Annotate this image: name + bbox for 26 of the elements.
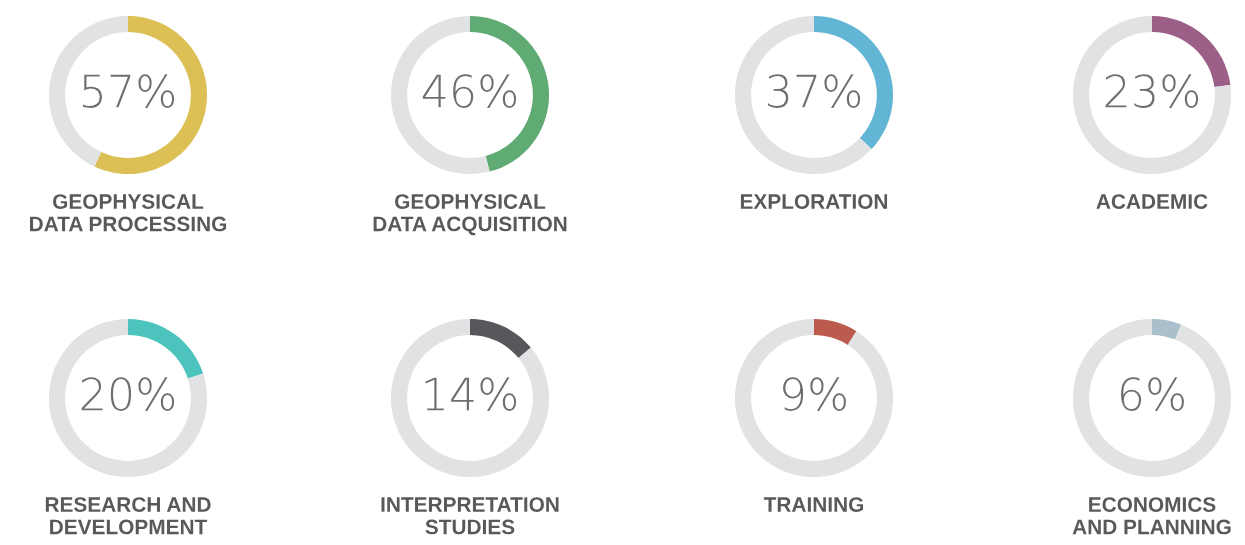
text: ACADEMIC	[1096, 194, 1208, 209]
text: TRAINING	[763, 497, 864, 512]
data-label: 46%	[422, 74, 517, 108]
data-label: 57%	[82, 74, 175, 108]
donut-slice	[734, 318, 894, 478]
text: GEOPHYSICAL DATA PROCESSING	[30, 194, 227, 232]
donut-slice	[1152, 318, 1182, 340]
donut-slice	[470, 318, 531, 358]
text: EXPLORATION	[740, 194, 888, 209]
data-label: 37%	[768, 74, 861, 108]
donut-slice	[1072, 15, 1232, 175]
data-label: 6%	[1121, 377, 1184, 411]
donut-slice	[128, 318, 204, 379]
donut-slice	[1072, 318, 1232, 478]
data-label: 14%	[425, 377, 517, 411]
donut-slice	[734, 15, 872, 175]
text: GEOPHYSICAL DATA ACQUISITION	[373, 194, 567, 236]
data-label: 9%	[783, 377, 846, 411]
text: INTERPRETATION STUDIES	[381, 497, 559, 535]
data-label: 20%	[81, 377, 175, 411]
text: ECONOMICS AND PLANNING	[1072, 497, 1231, 535]
data-label: 23%	[1105, 74, 1199, 108]
donut-slice	[814, 318, 857, 345]
text: RESEARCH AND DEVELOPMENT	[45, 497, 211, 535]
donut-slice	[48, 318, 208, 478]
donut-slice	[390, 318, 550, 478]
